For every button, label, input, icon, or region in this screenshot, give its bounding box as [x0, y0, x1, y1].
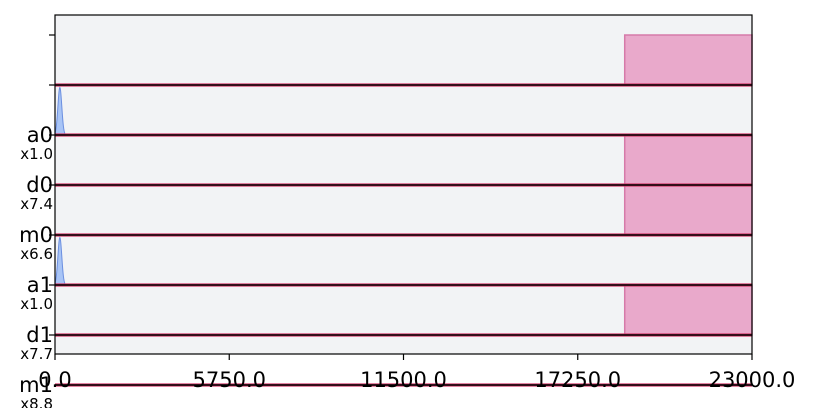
- channel-label-a0: a0: [27, 123, 53, 147]
- channel-label-a1: a1: [27, 273, 53, 297]
- channel-scale-d0: x7.4: [20, 195, 53, 213]
- x-tick-label: 0.0: [38, 368, 71, 392]
- channel-scale-m0: x6.6: [20, 245, 53, 263]
- channel-scale-m1: x8.8: [20, 395, 53, 408]
- pulse-a0-0: [54, 86, 66, 136]
- pulse-m0-0: [623, 184, 753, 236]
- channel-label-d0: d0: [26, 173, 53, 197]
- channel-label-m1: m1: [19, 373, 53, 397]
- x-tick-label: 11500.0: [360, 368, 447, 392]
- baseline-layer: [55, 83, 752, 387]
- pulse-a1-0: [54, 236, 66, 286]
- channel-label-d1: d1: [26, 323, 53, 347]
- x-tick-label: 5750.0: [193, 368, 266, 392]
- x-axis: 0.0 5750.0 11500.0 17250.0 23000.0: [38, 354, 795, 392]
- channel-scale-a0: x1.0: [20, 145, 53, 163]
- pulse-d1-0: [623, 284, 753, 336]
- pulse-d0-0: [623, 134, 753, 186]
- x-tick-label: 17250.0: [534, 368, 621, 392]
- pulse-top-0: [623, 34, 753, 86]
- channel-scale-a1: x1.0: [20, 295, 53, 313]
- channel-scale-d1: x7.7: [20, 345, 53, 363]
- channel-label-m0: m0: [19, 223, 53, 247]
- x-tick-label: 23000.0: [709, 368, 796, 392]
